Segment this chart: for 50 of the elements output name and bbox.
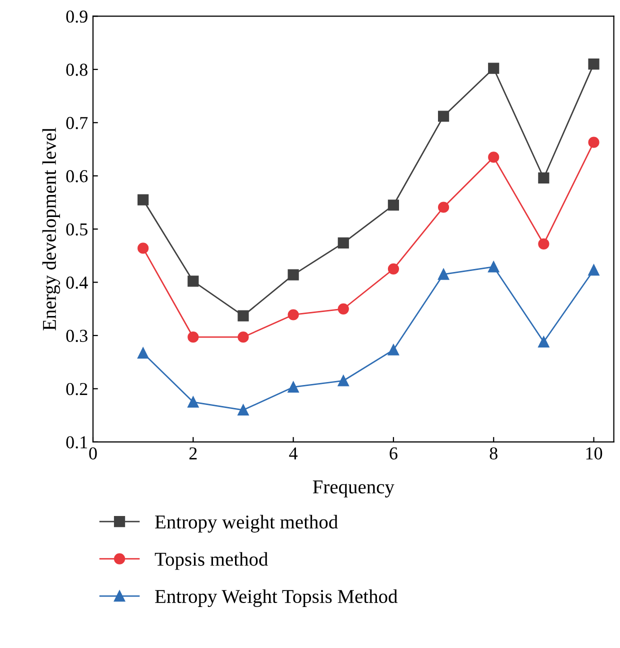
legend-label: Entropy Weight Topsis Method — [155, 589, 398, 608]
point — [188, 276, 199, 287]
y-tick-label: 0.8 — [66, 64, 88, 76]
point — [238, 404, 249, 416]
point — [388, 344, 400, 356]
point — [388, 263, 400, 275]
point — [138, 348, 149, 359]
point — [588, 264, 600, 276]
point — [138, 242, 149, 254]
y-tick-label: 0.2 — [66, 382, 88, 396]
point — [588, 136, 600, 148]
point — [238, 310, 249, 322]
x-tick-label: 10 — [586, 447, 602, 460]
point — [438, 268, 450, 280]
point — [188, 396, 199, 408]
y-tick-label: 0.6 — [66, 170, 88, 182]
point — [438, 110, 450, 122]
y-tick-label: 0.7 — [66, 116, 88, 130]
point — [488, 152, 500, 163]
y-axis-title: Energy development level — [42, 128, 60, 330]
legend-label: Topsis method — [154, 552, 268, 570]
point — [588, 58, 600, 70]
point — [138, 194, 149, 206]
y-tick-label: 0.4 — [66, 276, 88, 289]
x-tick-label: 0 — [89, 447, 97, 460]
legend-label: Entropy weight method — [155, 514, 338, 533]
point — [188, 332, 199, 343]
point — [338, 303, 349, 314]
point — [388, 200, 400, 211]
point — [288, 309, 299, 320]
point — [488, 62, 500, 74]
point — [488, 261, 500, 272]
y-tick-label: 0.3 — [66, 330, 88, 342]
point — [538, 238, 550, 250]
x-tick-label: 2 — [189, 447, 197, 460]
point — [438, 202, 450, 213]
point — [288, 382, 299, 393]
point — [338, 375, 349, 386]
x-tick-label: 4 — [289, 447, 298, 460]
y-tick-label: 0.1 — [66, 436, 88, 448]
y-tick-label: 0.9 — [66, 10, 88, 23]
point — [238, 332, 249, 343]
x-axis-title: Frequency — [312, 480, 394, 498]
y-tick-label: 0.5 — [66, 223, 88, 236]
point — [538, 336, 550, 348]
x-tick-label: 6 — [390, 447, 398, 460]
point — [288, 269, 299, 280]
point — [538, 172, 550, 184]
point — [338, 237, 349, 248]
x-tick-label: 8 — [490, 447, 498, 460]
